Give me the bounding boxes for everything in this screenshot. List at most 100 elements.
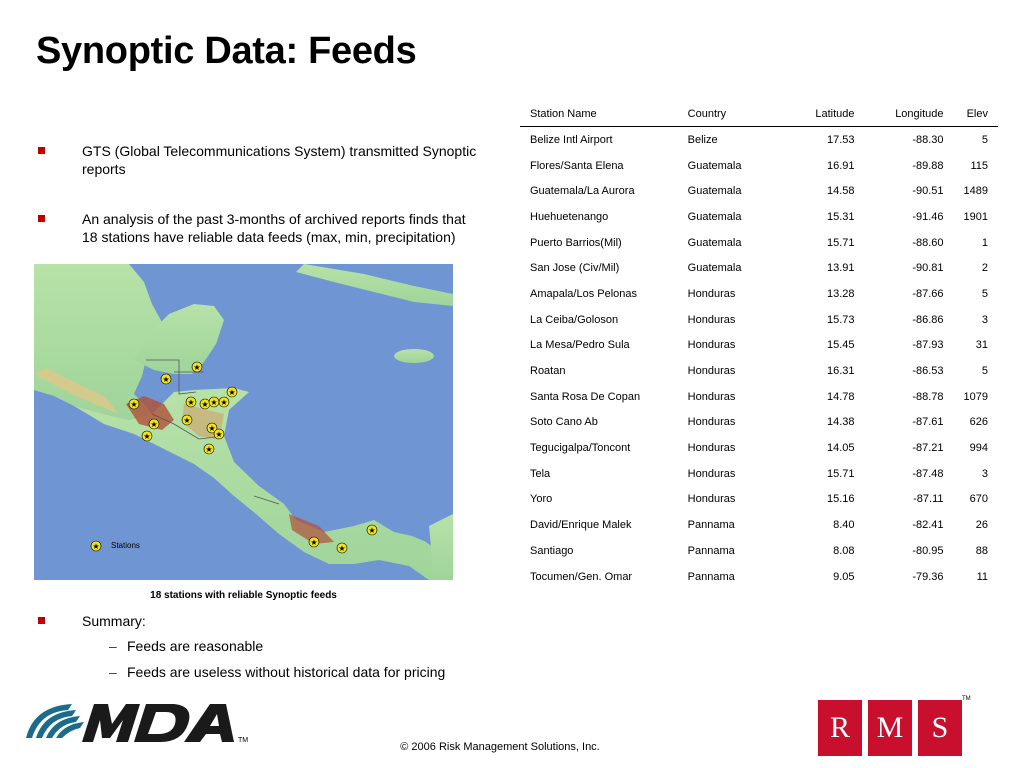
mda-logo [26,704,234,742]
cell-elev: 1079 [963,390,988,403]
bullet-square-icon [38,617,45,624]
cell-station-name: Roatan [530,365,566,378]
station-marker [203,443,215,455]
svg-text:★: ★ [201,400,208,409]
cell-latitude: 9.05 [833,570,855,583]
table-row: La Mesa/Pedro Sula Honduras 15.45 -87.93 31 [520,333,998,359]
bullet-square-icon [38,147,45,154]
station-marker [141,430,153,442]
col-header-longitude: Longitude [864,101,954,127]
svg-text:★: ★ [215,430,222,439]
table-row: Santa Rosa De Copan Honduras 14.78 -88.78 10… [520,384,998,410]
cell-country: Guatemala [687,236,742,249]
cell-elev: 1489 [963,185,988,198]
cell-longitude: -87.61 [912,416,944,429]
svg-text:★: ★ [193,363,200,372]
svg-text:★: ★ [130,400,137,409]
station-markers: ★★★ ★ ★ ★ ★★★ ★★★ ★★★ ★★ ★ [90,361,378,554]
cell-country: Pannama [687,544,735,557]
cell-latitude: 17.53 [826,133,855,146]
cell-station-name: La Ceiba/Goloson [530,313,619,326]
table-row: Roatan Honduras 16.31 -86.53 5 [520,358,998,384]
cell-country: Guatemala [687,262,742,275]
bullet-square-icon [38,215,45,222]
svg-text:★: ★ [368,526,375,535]
station-marker [191,361,203,373]
station-marker [226,386,238,398]
cell-latitude: 16.31 [826,365,855,378]
table-header-row: Station Name Country Latitude Longitude … [520,101,998,127]
col-header-latitude: Latitude [775,101,865,127]
table-row: Tocumen/Gen. Omar Pannama 9.05 -79.36 11 [520,564,998,590]
cell-station-name: Guatemala/La Aurora [530,185,635,198]
cell-country: Belize [687,133,718,146]
table-row: Yoro Honduras 15.16 -87.11 670 [520,487,998,513]
cell-latitude: 14.58 [826,185,855,198]
cell-latitude: 15.31 [826,210,855,223]
cell-country: Guatemala [687,210,742,223]
station-map: ★ ★ ★ ★ ★ ★ ★ ★ ★ ★ ★ ★ ★ ★ ★ ★ ★ ★ Stations [34,264,453,580]
cell-station-name: Amapala/Los Pelonas [530,287,638,300]
station-marker [213,428,225,440]
stations-table: Station Name Country Latitude Longitude … [520,101,998,589]
cell-elev: 5 [981,287,988,300]
cell-latitude: 13.91 [826,262,855,275]
rms-logo: R M S TM [818,696,971,758]
svg-text:★: ★ [187,398,194,407]
table-row: Amapala/Los Pelonas Honduras 13.28 -87.66 5 [520,281,998,307]
table-row: Santiago Pannama 8.08 -80.95 88 [520,538,998,564]
cell-country: Guatemala [687,185,742,198]
cell-longitude: -87.11 [913,493,944,506]
cell-elev: 3 [981,313,988,326]
legend-station-icon [90,540,102,552]
table-row: San Jose (Civ/Mil) Guatemala 13.91 -90.81 2 [520,255,998,281]
cell-latitude: 14.38 [826,416,855,429]
cell-elev: 88 [975,544,988,557]
cell-elev: 26 [975,519,988,532]
sub-bullet-text: Feeds are useless without historical dat… [127,664,446,680]
station-marker [206,422,218,434]
bullet-text: An analysis of the past 3-months of arch… [82,211,466,245]
svg-text:★: ★ [310,538,317,547]
svg-text:★: ★ [150,420,157,429]
cell-longitude: -87.21 [912,442,944,455]
cell-elev: 670 [969,493,988,506]
cell-latitude: 14.78 [826,390,855,403]
svg-text:★: ★ [208,424,215,433]
cell-longitude: -80.95 [912,544,944,557]
cell-country: Honduras [687,365,736,378]
cell-station-name: Tela [530,467,551,480]
cell-station-name: David/Enrique Malek [530,519,632,532]
cell-station-name: Huehuetenango [530,210,609,223]
cell-country: Honduras [687,442,736,455]
cell-station-name: San Jose (Civ/Mil) [530,262,620,275]
cell-longitude: -82.41 [912,519,944,532]
copyright-footer: © 2006 Risk Management Solutions, Inc. [400,741,600,753]
station-marker [181,414,193,426]
cell-station-name: Soto Cano Ab [530,416,598,429]
cell-latitude: 8.08 [833,544,855,557]
cell-elev: 5 [981,365,988,378]
sub-bullet-dash: – [109,638,117,654]
table-row: Soto Cano Ab Honduras 14.38 -87.61 626 [520,410,998,436]
station-marker [366,524,378,536]
cell-station-name: Flores/Santa Elena [530,159,624,172]
cell-country: Honduras [687,390,736,403]
cell-elev: 2 [981,262,988,275]
central-america-map-graphic [34,264,453,580]
cell-elev: 1901 [963,210,988,223]
svg-text:★: ★ [162,375,169,384]
svg-text:★: ★ [210,398,217,407]
cell-longitude: -79.36 [912,570,944,583]
cell-longitude: -87.48 [912,467,944,480]
cell-elev: 3 [981,467,988,480]
cell-country: Honduras [687,287,736,300]
cell-country: Honduras [687,493,736,506]
cell-station-name: Santiago [530,544,574,557]
col-header-station: Station Name [520,101,678,127]
cell-station-name: Belize Intl Airport [530,133,613,146]
cell-country: Pannama [687,570,735,583]
cell-country: Honduras [687,313,736,326]
col-header-country: Country [677,101,776,127]
cell-longitude: -90.51 [912,185,944,198]
